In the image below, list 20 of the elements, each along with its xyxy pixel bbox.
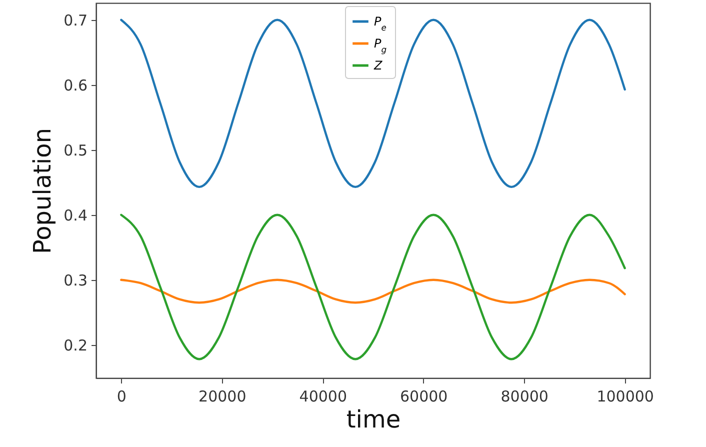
- legend-label: P$_{e}$: [374, 14, 386, 32]
- legend-label: Z: [373, 58, 383, 72]
- x-tick-label: 40000: [299, 388, 347, 406]
- y-tick-label: 0.5: [64, 141, 88, 160]
- line-series: [120, 18, 626, 188]
- y-tick-label: 0.7: [64, 11, 88, 30]
- x-tick-label: 0: [116, 388, 126, 406]
- y-tick-label: 0.2: [64, 336, 88, 354]
- y-tick-label: 0.6: [64, 76, 88, 94]
- x-tick-label: 20000: [198, 388, 246, 406]
- x-tick-label: 80000: [500, 388, 548, 406]
- line-series: [120, 278, 626, 304]
- y-tick-label: 0.4: [64, 206, 88, 224]
- x-tick-label: 60000: [400, 388, 448, 406]
- y-axis-title: Population: [28, 128, 57, 254]
- y-tick-label: 0.3: [64, 271, 88, 290]
- x-axis-title: time: [346, 406, 401, 434]
- line-series: [120, 214, 626, 360]
- legend-label: P$_{g}$: [374, 36, 387, 54]
- x-tick-label: 100000: [596, 388, 654, 406]
